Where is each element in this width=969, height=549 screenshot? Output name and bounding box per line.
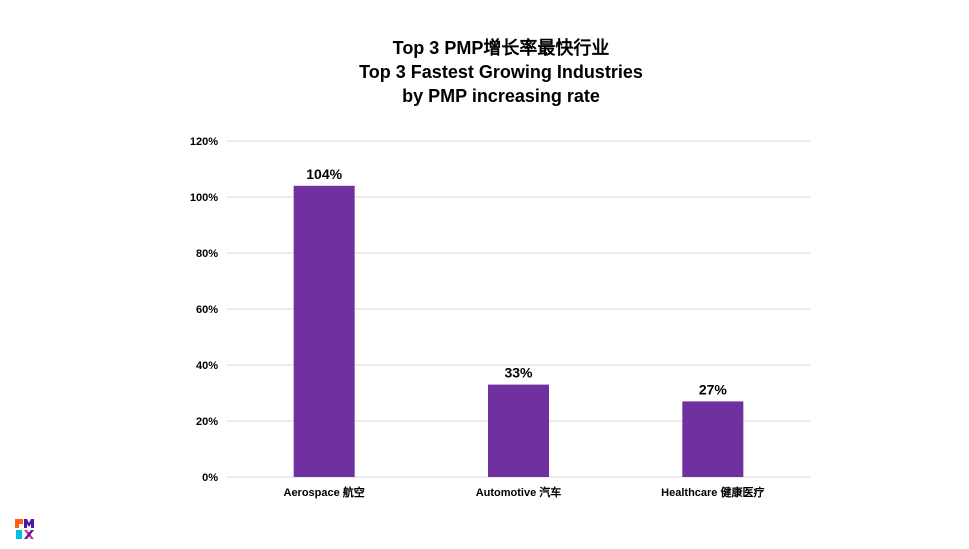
chart-title-line-3: by PMP increasing rate bbox=[402, 86, 600, 106]
pmi-logo-icon bbox=[15, 519, 34, 539]
y-tick-label: 40% bbox=[196, 360, 218, 372]
bar bbox=[488, 384, 549, 477]
chart-title-line-1: Top 3 PMP增长率最快行业 bbox=[392, 38, 610, 58]
bar bbox=[293, 185, 355, 478]
x-category-label: Aerospace 航空 bbox=[284, 485, 365, 499]
chart-title: Top 3 PMP增长率最快行业 Top 3 Fastest Growing I… bbox=[0, 36, 969, 108]
y-tick-label: 100% bbox=[190, 192, 218, 204]
y-tick-label: 80% bbox=[196, 248, 218, 260]
y-tick-label: 120% bbox=[190, 136, 218, 148]
y-tick-label: 60% bbox=[196, 304, 218, 316]
chart-title-line-2: Top 3 Fastest Growing Industries bbox=[359, 62, 643, 82]
bar bbox=[682, 401, 744, 477]
data-label: 27% bbox=[699, 381, 728, 397]
x-category-label: Healthcare 健康医疗 bbox=[661, 485, 764, 499]
x-category-label: Automotive 汽车 bbox=[476, 485, 562, 499]
data-label: 104% bbox=[306, 166, 342, 182]
data-label: 33% bbox=[504, 365, 533, 381]
y-tick-label: 20% bbox=[196, 416, 218, 428]
y-tick-label: 0% bbox=[202, 472, 218, 484]
